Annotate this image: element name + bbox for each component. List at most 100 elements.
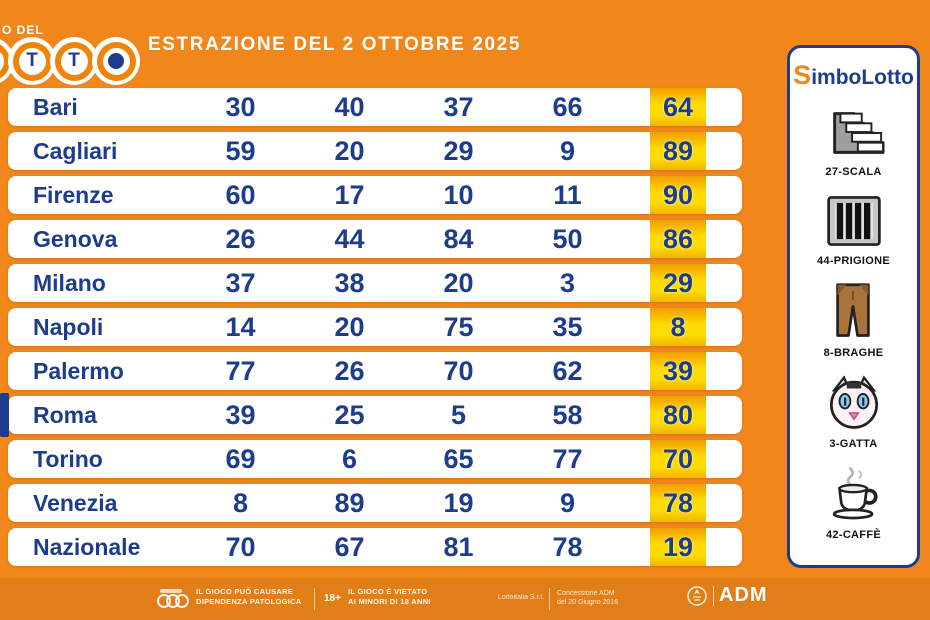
wheel-name: Firenze bbox=[33, 181, 114, 208]
table-row: Roma 39 25 5 58 80 bbox=[0, 393, 742, 437]
warning-minors-line1: IL GIOCO È VIETATO bbox=[348, 587, 428, 596]
highlighted-row-marker bbox=[0, 393, 9, 437]
highlighted-number: 80 bbox=[650, 396, 706, 434]
drawn-number: 20 bbox=[334, 311, 365, 342]
drawn-number: 58 bbox=[552, 399, 583, 430]
drawn-number: 35 bbox=[552, 311, 583, 342]
drawn-number: 77 bbox=[552, 443, 583, 474]
drawn-number: 20 bbox=[334, 135, 365, 166]
warning-dependency: IL GIOCO PUÒ CAUSARE DIPENDENZA PATOLOGI… bbox=[196, 587, 302, 607]
drawn-number: 14 bbox=[225, 311, 256, 342]
drawn-number: 29 bbox=[443, 135, 474, 166]
lotto-logo-ring-mid bbox=[0, 41, 10, 81]
lotto-logo-letter: T bbox=[18, 47, 46, 75]
simbolotto-logo-rest: imboLotto bbox=[811, 66, 914, 89]
highlighted-number: 8 bbox=[650, 308, 706, 346]
adm-logo: ADM bbox=[686, 584, 768, 607]
drawn-number: 10 bbox=[443, 179, 474, 210]
table-row: Palermo 77 26 70 62 39 bbox=[8, 352, 742, 390]
table-row: Cagliari 59 20 29 9 89 bbox=[8, 132, 742, 170]
drawn-number: 70 bbox=[443, 355, 474, 386]
simbolotto-symbol: 3-GATTA bbox=[825, 375, 883, 450]
company-name: Lottoitalia S.r.l. bbox=[498, 594, 544, 601]
footer-divider bbox=[314, 588, 315, 610]
simbolotto-symbol: 42-CAFFÈ bbox=[825, 466, 883, 541]
table-row: Napoli 14 20 75 35 8 bbox=[8, 308, 742, 346]
symbol-label: 42-CAFFÈ bbox=[826, 529, 881, 542]
lotto-logo-letter bbox=[0, 47, 4, 75]
highlighted-number: 70 bbox=[650, 440, 706, 478]
wheel-name: Genova bbox=[33, 225, 118, 252]
adm-label: ADM bbox=[719, 584, 768, 606]
drawn-number: 11 bbox=[553, 179, 582, 210]
wheel-name: Venezia bbox=[33, 489, 118, 516]
table-row: Bari 30 40 37 66 64 bbox=[8, 88, 742, 126]
wheel-name: Torino bbox=[33, 445, 103, 472]
simbolotto-symbols: 27-SCALA 44-PRIGIONE 8-BRAGHE 3-GATTA 42-CAF… bbox=[794, 91, 913, 557]
drawn-number: 9 bbox=[559, 135, 576, 166]
warning-dependency-line1: IL GIOCO PUÒ CAUSARE bbox=[196, 587, 294, 596]
concession-line2: del 20 Giugno 2016 bbox=[557, 599, 619, 607]
drawn-number: 44 bbox=[334, 223, 365, 254]
simbolotto-symbol: 27-SCALA bbox=[823, 107, 885, 178]
footer-bar: IL GIOCO PUÒ CAUSARE DIPENDENZA PATOLOGI… bbox=[0, 578, 930, 620]
page-title: ESTRAZIONE DEL 2 OTTOBRE 2025 bbox=[148, 34, 521, 55]
concession-line1: Concessione ADM bbox=[557, 590, 615, 597]
drawn-number: 8 bbox=[232, 487, 249, 518]
lotto-logo-ring-mid bbox=[96, 41, 136, 81]
wheel-name: Nazionale bbox=[33, 533, 141, 560]
wheel-name: Roma bbox=[33, 401, 97, 428]
highlighted-number: 90 bbox=[650, 176, 706, 214]
gioco-del-lotto-logo-text: O DEL bbox=[2, 23, 44, 37]
lotto-logo-dot bbox=[108, 53, 124, 69]
footer-divider bbox=[549, 588, 550, 610]
highlighted-number: 86 bbox=[650, 220, 706, 258]
symbol-label: 27-SCALA bbox=[825, 165, 882, 178]
table-row: Venezia 8 89 19 9 78 bbox=[8, 484, 742, 522]
highlighted-number: 64 bbox=[650, 88, 706, 126]
drawn-number: 67 bbox=[334, 531, 365, 562]
drawn-number: 26 bbox=[225, 223, 256, 254]
results-table: Bari 30 40 37 66 64 Cagliari 59 20 29 9 89 Firenze 60… bbox=[0, 88, 742, 572]
lotto-logo-letter bbox=[102, 47, 130, 75]
wheel-name: Cagliari bbox=[33, 137, 118, 164]
drawn-number: 50 bbox=[552, 223, 583, 254]
lotto-logo-letter: T bbox=[60, 47, 88, 75]
lotto-logo-ring: T bbox=[8, 37, 56, 85]
highlighted-number: 29 bbox=[650, 264, 706, 302]
drawn-number: 3 bbox=[559, 267, 576, 298]
symbol-label: 44-PRIGIONE bbox=[817, 254, 890, 267]
wheel-name: Napoli bbox=[33, 313, 104, 340]
concession-text: Concessione ADM del 20 Giugno 2016 bbox=[557, 589, 618, 607]
warning-minors: IL GIOCO È VIETATO AI MINORI DI 18 ANNI bbox=[348, 587, 431, 607]
lotto-logo-ring-mid: T bbox=[54, 41, 94, 81]
drawn-number: 84 bbox=[443, 223, 474, 254]
simbolotto-symbol: 8-BRAGHE bbox=[824, 282, 884, 359]
highlighted-number: 39 bbox=[650, 352, 706, 390]
stairs-icon bbox=[823, 107, 885, 164]
drawn-number: 65 bbox=[443, 443, 474, 474]
drawn-number: 77 bbox=[225, 355, 256, 386]
table-row: Genova 26 44 84 50 86 bbox=[8, 220, 742, 258]
drawn-number: 81 bbox=[443, 531, 474, 562]
highlighted-number: 19 bbox=[650, 528, 706, 566]
table-row: Nazionale 70 67 81 78 19 bbox=[8, 528, 742, 566]
simbolotto-logo-s: S bbox=[793, 60, 812, 90]
wheel-name: Palermo bbox=[33, 357, 124, 384]
drawn-number: 17 bbox=[334, 179, 365, 210]
simbolotto-symbol: 44-PRIGIONE bbox=[817, 194, 890, 267]
drawn-number: 75 bbox=[443, 311, 474, 342]
drawn-number: 69 bbox=[225, 443, 256, 474]
drawn-number: 60 bbox=[225, 179, 256, 210]
drawn-number: 59 bbox=[225, 135, 256, 166]
drawn-number: 70 bbox=[225, 531, 256, 562]
drawn-number: 62 bbox=[552, 355, 583, 386]
drawn-number: 38 bbox=[334, 267, 365, 298]
drawn-number: 37 bbox=[443, 91, 474, 122]
lotto-logo-ring bbox=[92, 37, 140, 85]
drawn-number: 37 bbox=[225, 267, 256, 298]
adm-emblem-icon bbox=[687, 585, 707, 606]
lotto-logo-ring: T bbox=[50, 37, 98, 85]
drawn-number: 19 bbox=[443, 487, 474, 518]
